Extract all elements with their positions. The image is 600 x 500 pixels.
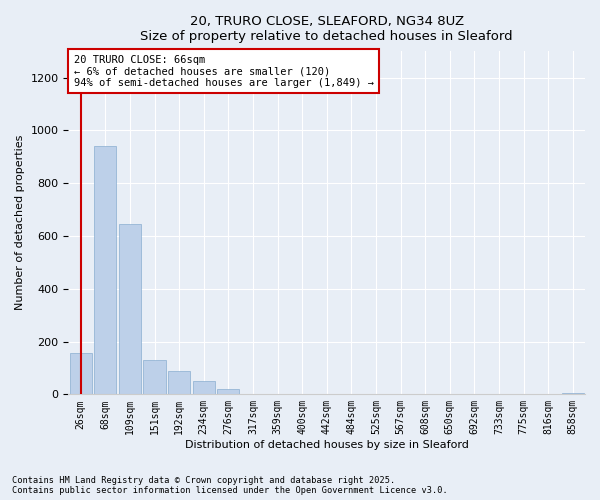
Bar	[143, 360, 166, 394]
Bar	[70, 354, 92, 395]
X-axis label: Distribution of detached houses by size in Sleaford: Distribution of detached houses by size …	[185, 440, 469, 450]
Bar	[217, 389, 239, 394]
Bar	[193, 381, 215, 394]
Bar	[119, 224, 141, 394]
Text: 20 TRURO CLOSE: 66sqm
← 6% of detached houses are smaller (120)
94% of semi-deta: 20 TRURO CLOSE: 66sqm ← 6% of detached h…	[74, 54, 374, 88]
Y-axis label: Number of detached properties: Number of detached properties	[15, 135, 25, 310]
Text: Contains HM Land Registry data © Crown copyright and database right 2025.
Contai: Contains HM Land Registry data © Crown c…	[12, 476, 448, 495]
Bar	[562, 393, 584, 394]
Title: 20, TRURO CLOSE, SLEAFORD, NG34 8UZ
Size of property relative to detached houses: 20, TRURO CLOSE, SLEAFORD, NG34 8UZ Size…	[140, 15, 513, 43]
Bar	[94, 146, 116, 394]
Bar	[168, 370, 190, 394]
